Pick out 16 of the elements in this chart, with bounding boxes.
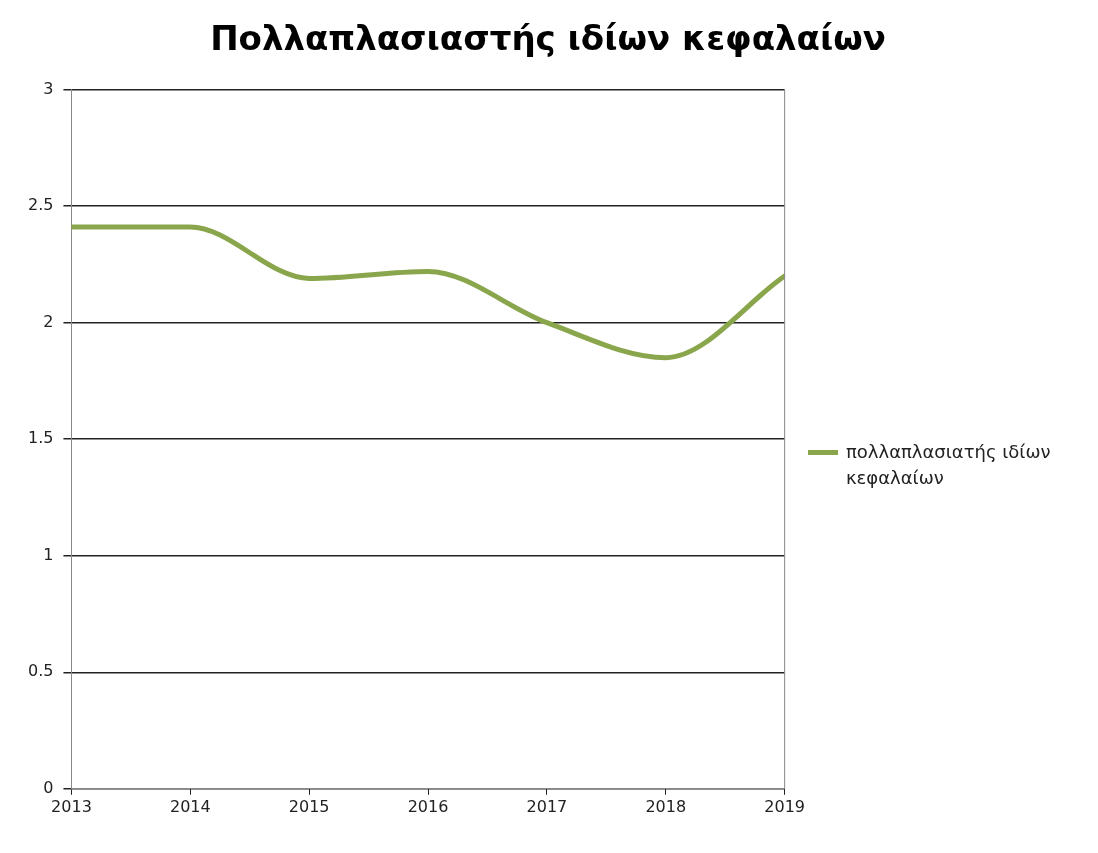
- x-tick-label: 2015: [288, 796, 330, 816]
- legend-label: πολλαπλασιατής ιδίων κεφαλαίων: [846, 440, 1052, 490]
- y-tick-label: 3: [43, 78, 54, 98]
- y-tick-label: 0.5: [27, 661, 54, 681]
- y-tick-label: 2: [43, 311, 54, 331]
- y-tick-label: 2.5: [27, 195, 54, 215]
- x-tick-label: 2016: [407, 796, 449, 816]
- y-tick-label: 1.5: [27, 428, 54, 448]
- x-tick-label: 2014: [169, 796, 211, 816]
- x-tick-label: 2013: [51, 796, 92, 816]
- y-tick-label: 1: [43, 544, 54, 564]
- x-tick-label: 2017: [526, 796, 568, 816]
- chart-title: Πολλαπλασιαστής ιδίων κεφαλαίων: [209, 17, 887, 60]
- x-tick-label: 2018: [645, 796, 687, 816]
- y-tick-label: 0: [43, 777, 54, 797]
- x-tick-label: 2019: [764, 796, 805, 816]
